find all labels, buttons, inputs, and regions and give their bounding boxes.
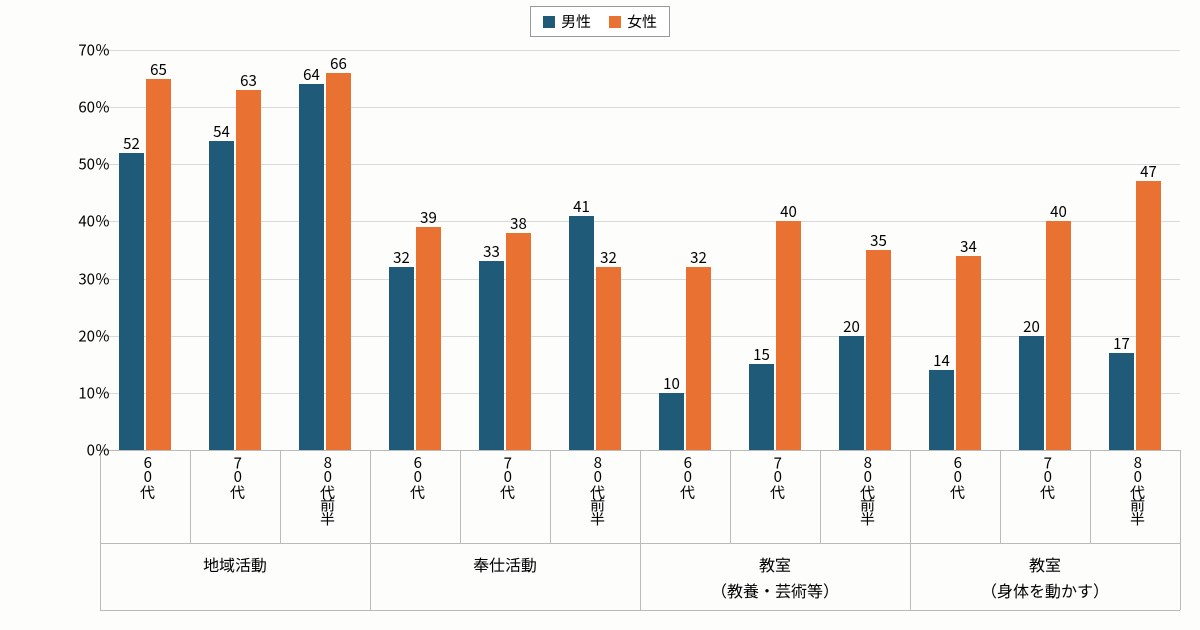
bar bbox=[596, 267, 621, 450]
bar bbox=[119, 153, 144, 450]
bar bbox=[866, 250, 891, 450]
bar bbox=[209, 141, 234, 450]
bar-value-label: 10 bbox=[652, 373, 692, 394]
axis-right-ext bbox=[1180, 450, 1181, 610]
subgroup-label: 70代 bbox=[497, 455, 518, 535]
gridline bbox=[100, 221, 1180, 222]
bar-value-label: 32 bbox=[589, 247, 629, 268]
bar-value-label: 66 bbox=[319, 53, 359, 74]
gridline bbox=[100, 107, 1180, 108]
bar-value-label: 32 bbox=[382, 247, 422, 268]
x-tick bbox=[730, 450, 731, 543]
legend: 男性 女性 bbox=[530, 6, 670, 37]
bar bbox=[1019, 336, 1044, 450]
bar-value-label: 47 bbox=[1129, 161, 1169, 182]
category-sublabel: （身体を動かす） bbox=[910, 578, 1180, 602]
subgroup-label: 80代前半 bbox=[587, 455, 608, 535]
y-tick-label: 0％ bbox=[50, 440, 110, 461]
x-tick bbox=[640, 450, 641, 543]
bar-value-label: 20 bbox=[1012, 316, 1052, 337]
bar-value-label: 52 bbox=[112, 133, 152, 154]
bar-value-label: 32 bbox=[679, 247, 719, 268]
y-tick-label: 70％ bbox=[50, 40, 110, 61]
gridline bbox=[100, 279, 1180, 280]
category-label: 地域活動 bbox=[100, 552, 370, 576]
bar-value-label: 15 bbox=[742, 344, 782, 365]
x-tick bbox=[370, 450, 371, 543]
bar bbox=[659, 393, 684, 450]
x-tick bbox=[820, 450, 821, 543]
category-label: 教室 bbox=[640, 552, 910, 576]
bar bbox=[479, 261, 504, 450]
bar-value-label: 65 bbox=[139, 59, 179, 80]
category-sublabel: （教養・芸術等） bbox=[640, 578, 910, 602]
gridline bbox=[100, 164, 1180, 165]
legend-item-male: 男性 bbox=[543, 11, 591, 32]
y-tick-label: 50％ bbox=[50, 154, 110, 175]
legend-swatch-female bbox=[609, 16, 621, 28]
x-tick bbox=[1090, 450, 1091, 543]
bar-value-label: 34 bbox=[949, 236, 989, 257]
plot-area bbox=[100, 50, 1180, 451]
bar bbox=[839, 336, 864, 450]
x-tick bbox=[1000, 450, 1001, 543]
bar-value-label: 35 bbox=[859, 230, 899, 251]
y-tick-label: 10％ bbox=[50, 382, 110, 403]
chart-root: 男性 女性 0％ 10％ 20％ 30％ 40％ 50％ 60％ 70％ 地域活動 60代 52 65… bbox=[0, 0, 1200, 630]
y-tick-label: 60％ bbox=[50, 97, 110, 118]
axis-left-ext bbox=[100, 450, 101, 610]
bar bbox=[749, 364, 774, 450]
subgroup-label: 80代前半 bbox=[857, 455, 878, 535]
legend-label-female: 女性 bbox=[627, 11, 657, 32]
bar bbox=[236, 90, 261, 450]
bar-value-label: 38 bbox=[499, 213, 539, 234]
x-tick bbox=[460, 450, 461, 543]
bar bbox=[389, 267, 414, 450]
subgroup-label: 80代前半 bbox=[317, 455, 338, 535]
bar bbox=[1109, 353, 1134, 450]
category-label: 教室 bbox=[910, 552, 1180, 576]
subgroup-label: 70代 bbox=[227, 455, 248, 535]
subgroup-label: 70代 bbox=[1037, 455, 1058, 535]
y-tick-label: 20％ bbox=[50, 325, 110, 346]
subgroup-label: 60代 bbox=[407, 455, 428, 535]
subgroup-label: 60代 bbox=[137, 455, 158, 535]
y-tick-label: 30％ bbox=[50, 268, 110, 289]
subgroup-label: 60代 bbox=[947, 455, 968, 535]
bar bbox=[299, 84, 324, 450]
gridline bbox=[100, 393, 1180, 394]
x-axis-bottom-line bbox=[100, 610, 1180, 611]
bar-value-label: 39 bbox=[409, 207, 449, 228]
bar bbox=[929, 370, 954, 450]
legend-label-male: 男性 bbox=[561, 11, 591, 32]
subgroup-label: 80代前半 bbox=[1127, 455, 1148, 535]
bar-value-label: 41 bbox=[562, 196, 602, 217]
bar-value-label: 33 bbox=[472, 241, 512, 262]
bar-value-label: 20 bbox=[832, 316, 872, 337]
x-tick bbox=[190, 450, 191, 543]
bar bbox=[326, 73, 351, 450]
bar-value-label: 63 bbox=[229, 70, 269, 91]
x-tick bbox=[910, 450, 911, 543]
y-tick-label: 40％ bbox=[50, 211, 110, 232]
category-label: 奉仕活動 bbox=[370, 552, 640, 576]
legend-item-female: 女性 bbox=[609, 11, 657, 32]
x-tick bbox=[280, 450, 281, 543]
bar-value-label: 40 bbox=[769, 201, 809, 222]
bar bbox=[506, 233, 531, 450]
legend-swatch-male bbox=[543, 16, 555, 28]
subgroup-label: 60代 bbox=[677, 455, 698, 535]
bar bbox=[1136, 181, 1161, 450]
bar-value-label: 54 bbox=[202, 121, 242, 142]
subgroup-label: 70代 bbox=[767, 455, 788, 535]
bar-value-label: 40 bbox=[1039, 201, 1079, 222]
gridline bbox=[100, 50, 1180, 51]
bar-value-label: 17 bbox=[1102, 333, 1142, 354]
bar-value-label: 14 bbox=[922, 350, 962, 371]
bar bbox=[686, 267, 711, 450]
x-tick bbox=[550, 450, 551, 543]
bar bbox=[776, 221, 801, 450]
